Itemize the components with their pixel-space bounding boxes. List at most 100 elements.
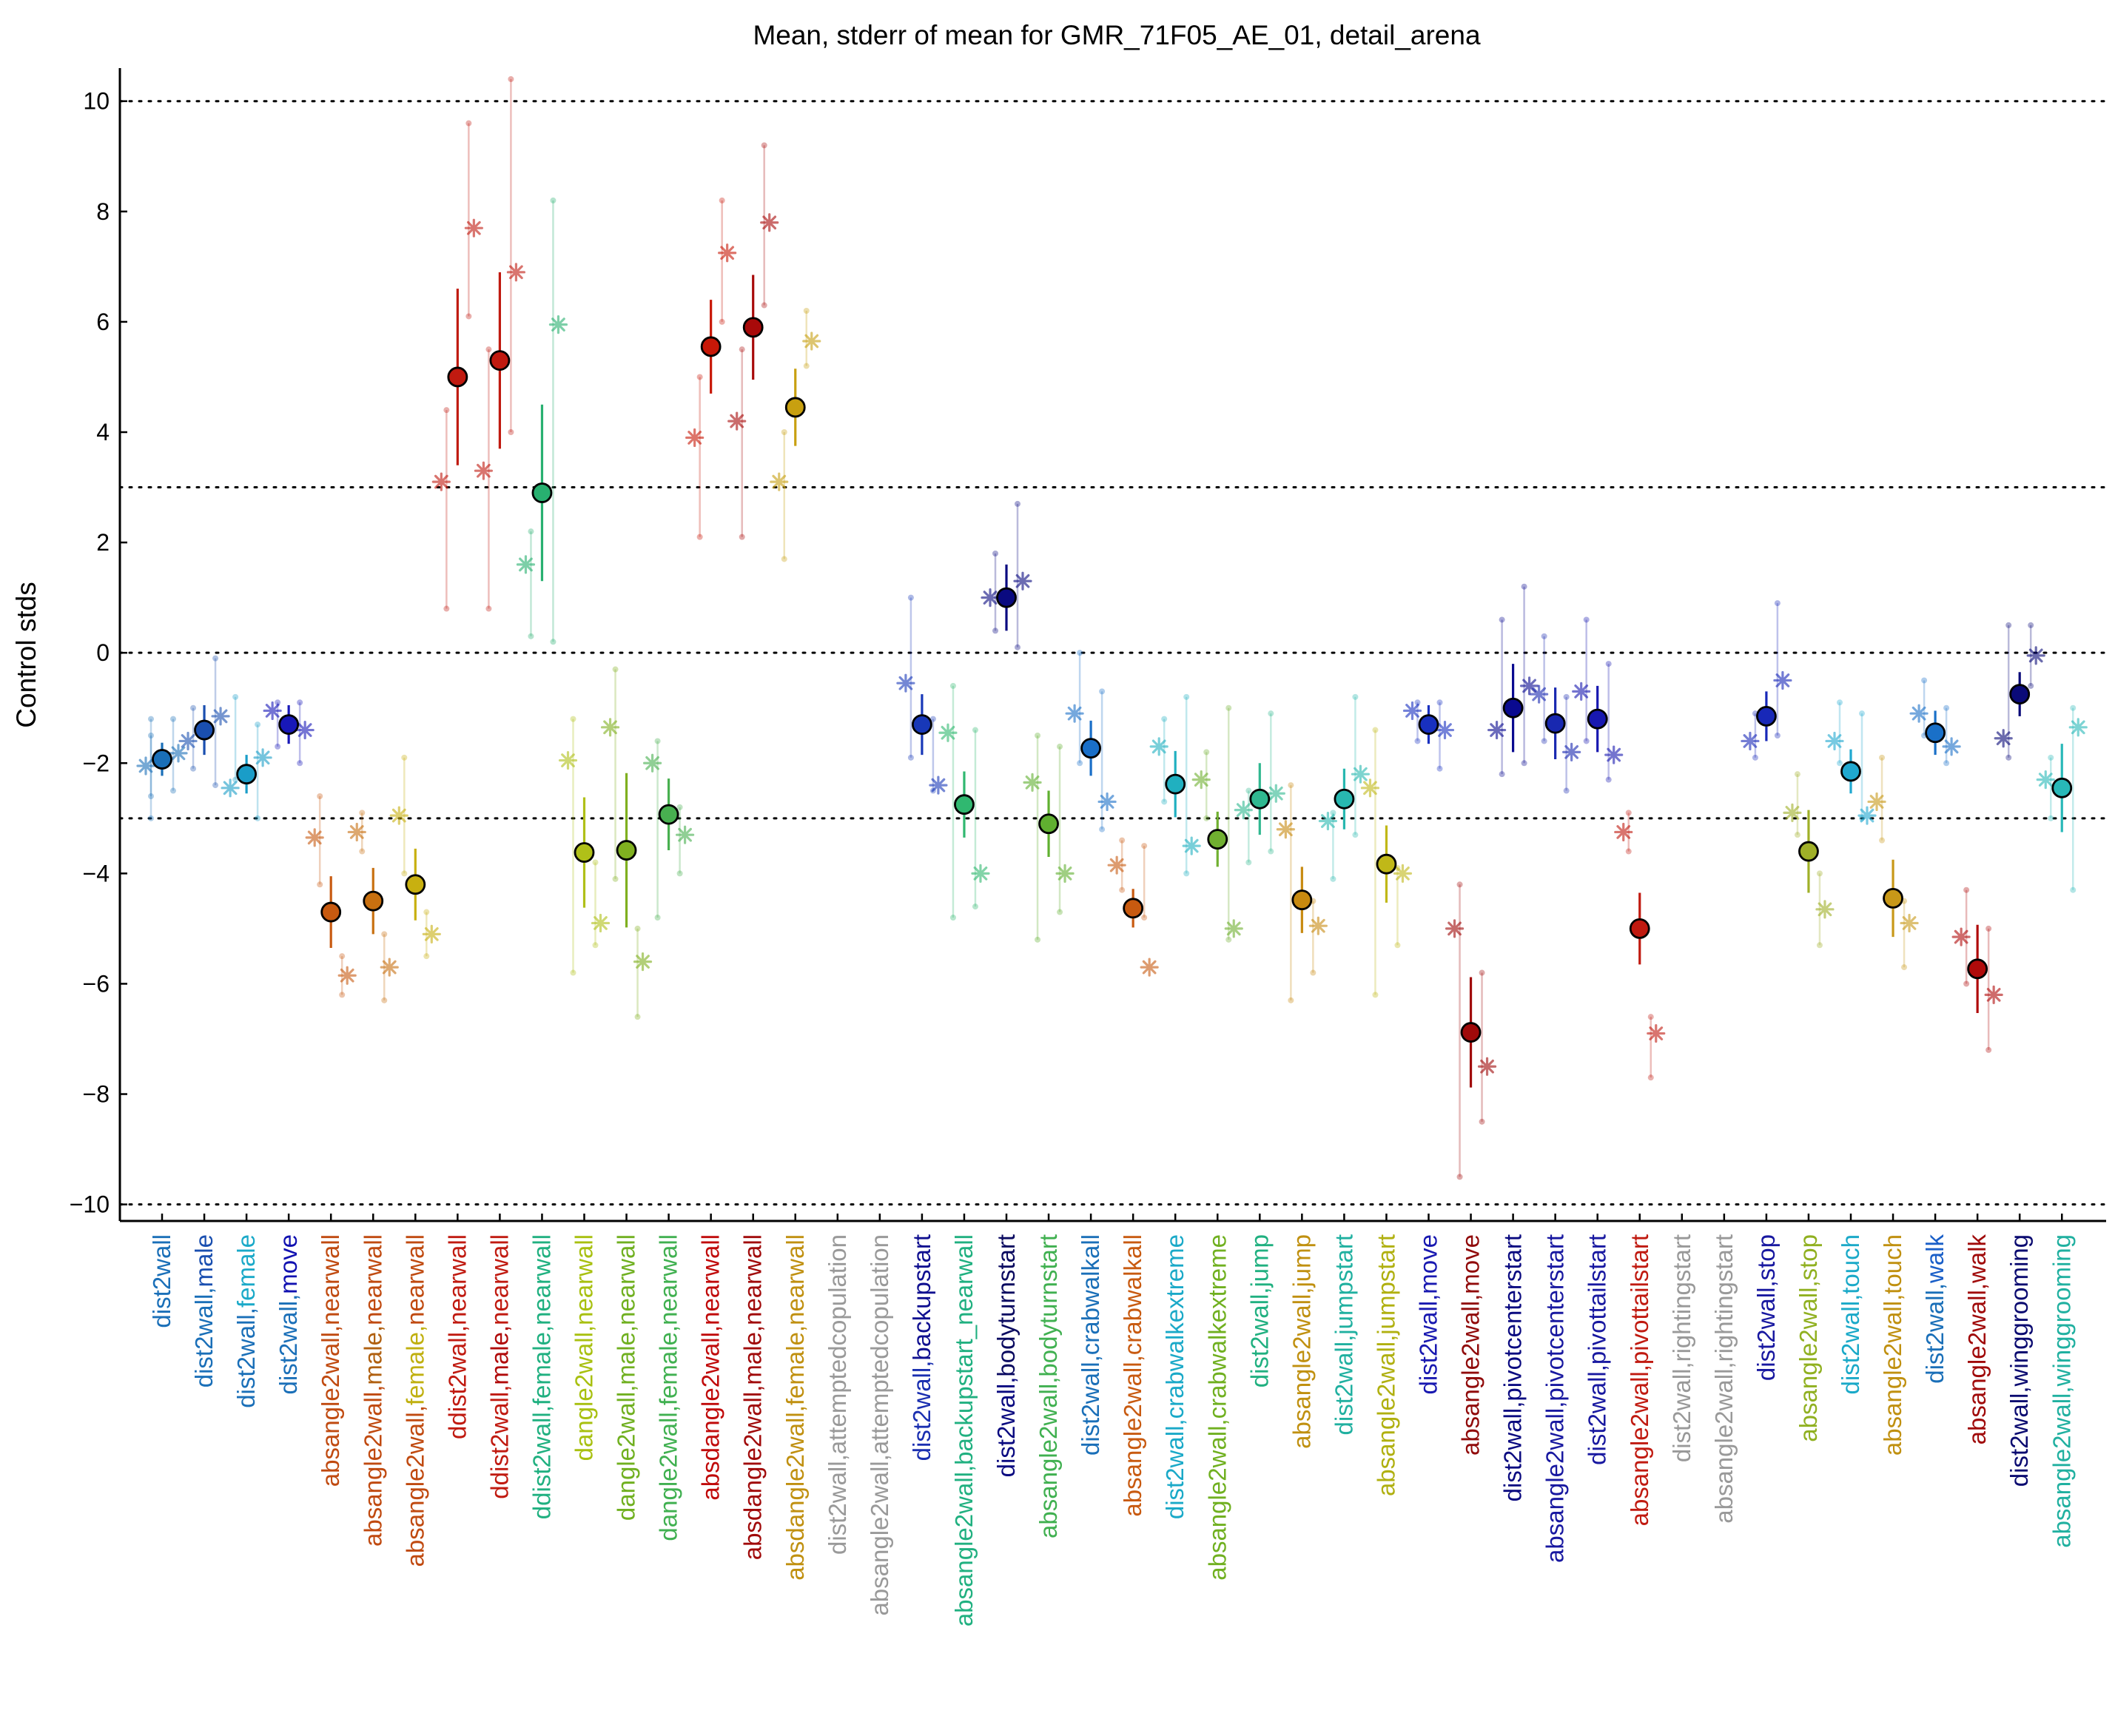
individual-point [1943, 704, 1950, 711]
male-mean-marker [431, 472, 451, 491]
individual-point [949, 915, 956, 921]
category-label-part: winggrooming [2005, 1234, 2033, 1387]
star-stroke [1025, 775, 1040, 790]
category-label-part: pivottailstart [1626, 1234, 1653, 1365]
category-label-part: move [275, 1234, 302, 1294]
category-label: absangle2wall,move [1457, 1234, 1484, 1456]
mean-marker [1418, 714, 1439, 735]
y-tick-label: −10 [70, 1191, 110, 1218]
mean-marker [1883, 888, 1903, 909]
category-marks [727, 142, 779, 540]
individual-point [381, 997, 388, 1003]
category-label-part: absangle2wall, [950, 1465, 978, 1626]
star-stroke [519, 557, 533, 572]
star-stroke [223, 781, 238, 795]
mean-marker [1502, 697, 1524, 719]
female-mean-marker [422, 924, 441, 943]
category-label-part: nearwall [739, 1234, 767, 1325]
category-label-part: dist2wall, [1415, 1294, 1442, 1395]
category-label: absangle2wall,walk [1963, 1234, 1991, 1445]
star-stroke [391, 808, 406, 823]
star-stroke [2038, 773, 2053, 787]
category-marks [1530, 633, 1581, 794]
category-label-part: nearwall [571, 1234, 598, 1325]
female-mean-marker [1308, 916, 1328, 935]
mean-marker [1376, 853, 1397, 875]
category-label-part: move [1457, 1234, 1484, 1294]
female-mean-marker [1097, 792, 1117, 812]
mean-marker [1967, 958, 1988, 980]
individual-point [1330, 875, 1336, 882]
female-mean-marker [1266, 784, 1285, 803]
star-stroke [1100, 795, 1114, 809]
individual-point [550, 639, 557, 645]
category-label-part: absangle2wall, [1119, 1355, 1146, 1516]
individual-point [275, 743, 281, 750]
individual-point [929, 716, 936, 722]
category-marks [558, 716, 611, 976]
category-marks [1614, 810, 1666, 1081]
category-label-part: female [232, 1234, 260, 1308]
individual-point [1541, 738, 1547, 744]
star-stroke [424, 926, 439, 941]
star-stroke [1194, 773, 1208, 787]
y-tick-label: −4 [83, 860, 110, 886]
category-label: ddist2wall,nearwall [443, 1234, 471, 1439]
individual-point [803, 363, 810, 369]
individual-point [317, 793, 323, 799]
individual-point [1077, 650, 1083, 656]
individual-point [761, 302, 767, 309]
individual-point [1288, 997, 1294, 1003]
mean-marker [742, 317, 764, 338]
category-label-part: jumpstart [1330, 1234, 1357, 1336]
individual-point [907, 754, 914, 761]
mean-marker [1460, 1022, 1482, 1043]
male-mean-marker [938, 723, 958, 742]
female-mean-marker [169, 744, 188, 763]
category-label-part: crabwalkall [1077, 1234, 1104, 1355]
star-stroke [1996, 731, 2011, 746]
star-stroke [382, 960, 397, 975]
star-stroke [1236, 803, 1251, 818]
y-tick-label: −6 [83, 970, 110, 997]
category-labels: dist2walldist2wall,maledist2wall,femaled… [148, 1234, 2075, 1627]
category-label-part: dangle2wall, [613, 1385, 640, 1521]
category-label: dangle2wall,male,nearwall [613, 1234, 640, 1521]
category-label: absangle2wall,stop [1795, 1234, 1822, 1442]
individual-point [1456, 1174, 1463, 1180]
category-label-part: absangle2wall, [1457, 1294, 1484, 1456]
category-marks [896, 594, 948, 795]
star-stroke [1902, 916, 1917, 930]
category-label-part: move [1415, 1234, 1442, 1294]
category-label: dist2wall,bodyturnstart [992, 1234, 1020, 1477]
category-label-part: absangle2wall, [317, 1325, 344, 1487]
individual-point [1794, 832, 1800, 838]
individual-point [634, 1014, 641, 1020]
male-mean-marker [1402, 701, 1422, 721]
individual-point [1268, 710, 1274, 717]
category-label-part: nearwall [781, 1234, 809, 1325]
category-marks [1402, 699, 1455, 772]
category-label-part: nearwall [359, 1234, 386, 1325]
individual-point [1879, 754, 1886, 761]
mean-marker [1291, 889, 1313, 911]
female-mean-marker [718, 243, 737, 263]
mean-marker [1123, 898, 1144, 919]
individual-point [465, 120, 472, 127]
category-marks [1994, 622, 2045, 761]
female-mean-marker [1942, 737, 1961, 756]
star-stroke [1067, 706, 1082, 721]
individual-point [1859, 710, 1865, 717]
category-label-part: pivotcenterstart [1499, 1234, 1527, 1402]
category-label-part: crabwalkextreme [1203, 1234, 1231, 1419]
star-stroke [1354, 767, 1368, 781]
individual-point [1541, 633, 1547, 639]
star-stroke [2028, 648, 2043, 663]
male-mean-marker [1783, 803, 1802, 822]
mean-marker [1840, 761, 1861, 782]
star-stroke [1785, 805, 1800, 820]
individual-point [443, 605, 450, 612]
male-mean-marker [642, 753, 662, 773]
star-stroke [1490, 723, 1504, 737]
category-label: absangle2wall,crabwalkextreme [1203, 1234, 1231, 1581]
